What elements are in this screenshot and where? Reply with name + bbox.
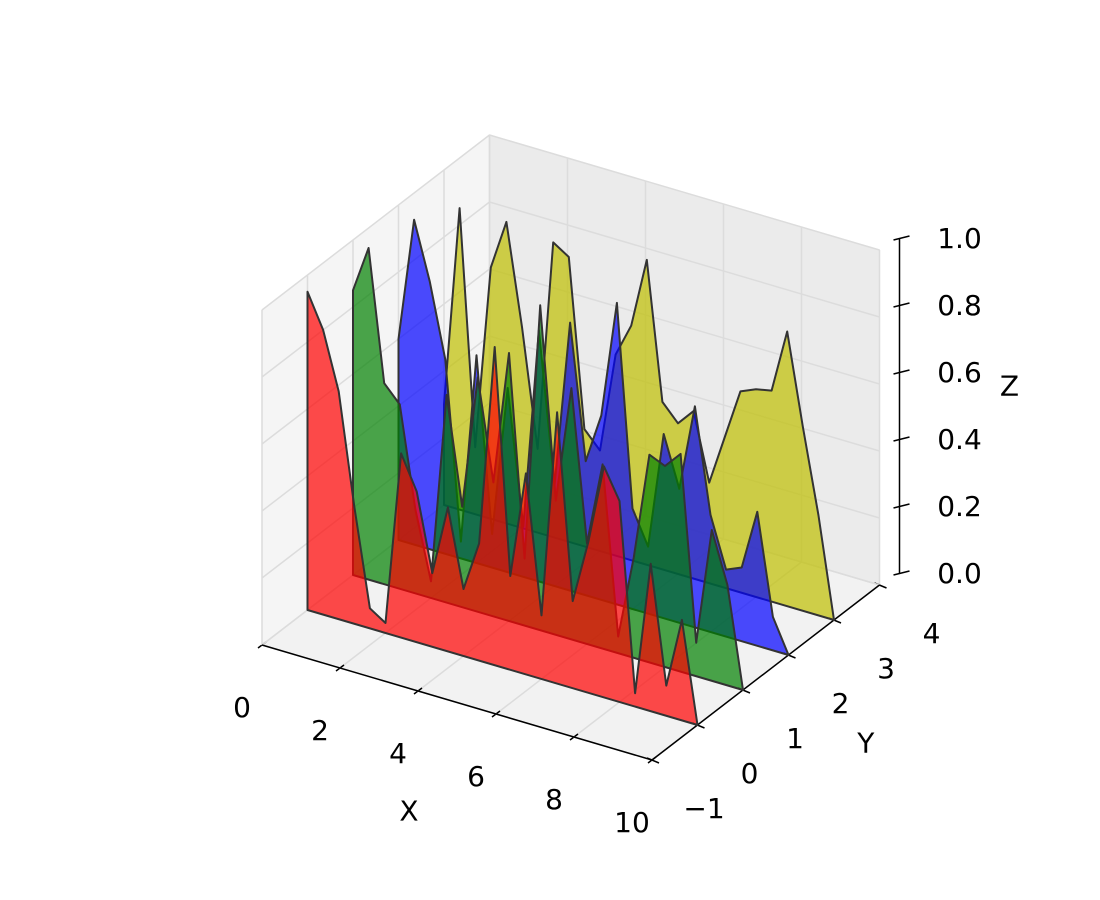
x-tick-label: 2 [311, 714, 329, 747]
x-axis-label: X [399, 795, 418, 828]
y-tick-label: 3 [877, 652, 895, 685]
z-tick-label: 0.4 [937, 423, 982, 456]
z-tick-label: 0.8 [937, 289, 982, 322]
tick-mark [893, 570, 910, 576]
y-tick-label: 4 [923, 617, 941, 650]
tick-mark [893, 302, 910, 308]
polygon-area [306, 290, 699, 726]
grid-line [261, 201, 490, 378]
z-tick-label: 0.6 [937, 356, 982, 389]
grid-line [489, 134, 880, 251]
tick-mark [893, 369, 910, 375]
y-axis-label: Y [856, 727, 875, 760]
z-axis-label: Z [1000, 370, 1019, 403]
y-tick-label: −1 [683, 792, 724, 825]
y-tick-label: 1 [786, 722, 804, 755]
x-tick-label: 0 [233, 691, 251, 724]
x-tick-label: 10 [614, 806, 650, 839]
x-tick-label: 6 [467, 760, 485, 793]
z-tick-label: 0.0 [937, 557, 982, 590]
tick-mark [893, 436, 910, 442]
y-tick-label: 2 [832, 687, 850, 720]
grid-line [261, 134, 490, 311]
axis-line [651, 584, 880, 761]
tick-mark [893, 503, 910, 509]
tick-mark [893, 235, 910, 241]
x-tick-label: 8 [545, 783, 563, 816]
grid-line [489, 201, 880, 318]
z-tick-label: 0.2 [937, 490, 982, 523]
x-tick-label: 4 [389, 737, 407, 770]
z-tick-label: 1.0 [937, 222, 982, 255]
y-tick-label: 0 [741, 757, 759, 790]
axis-line [261, 644, 653, 761]
